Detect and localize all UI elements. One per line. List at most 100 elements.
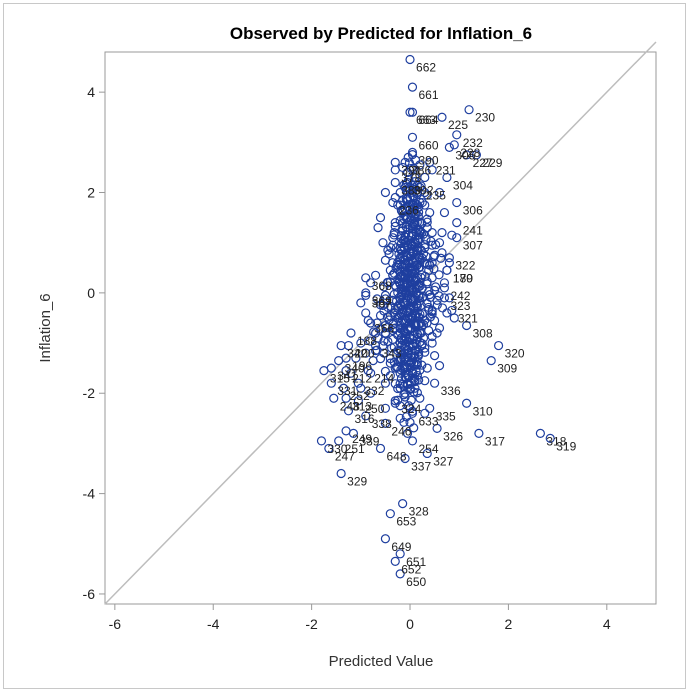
data-point	[401, 373, 411, 383]
data-point	[407, 436, 418, 446]
data-point	[385, 509, 395, 519]
data-point	[486, 356, 496, 366]
data-point	[427, 338, 437, 348]
data-point	[380, 403, 391, 413]
data-point	[412, 273, 422, 283]
data-point	[370, 328, 381, 338]
point-label: 366	[374, 321, 394, 335]
data-point	[341, 353, 351, 363]
data-point	[336, 468, 346, 479]
point-label: 660	[418, 138, 438, 152]
data-point	[444, 142, 454, 152]
data-point	[395, 569, 405, 579]
point-label: 389	[401, 183, 421, 197]
data-point	[442, 265, 452, 275]
data-point	[398, 499, 408, 509]
data-point	[356, 338, 366, 348]
data-point	[390, 556, 400, 566]
data-point	[437, 112, 447, 122]
point-label: 329	[347, 475, 367, 489]
point-label: 369	[372, 294, 392, 308]
data-point	[361, 273, 371, 283]
point-label: 242	[450, 289, 470, 303]
data-point	[388, 197, 398, 208]
data-point	[415, 182, 425, 193]
data-point	[425, 403, 435, 413]
data-point	[412, 245, 422, 255]
data-point	[426, 236, 436, 246]
point-label: 336	[441, 384, 461, 398]
data-point	[425, 290, 435, 300]
data-point	[420, 200, 430, 210]
point-label: 664	[418, 113, 438, 127]
data-point	[434, 270, 444, 280]
data-point	[390, 363, 400, 373]
data-point	[370, 270, 381, 280]
data-point	[339, 383, 349, 393]
data-point	[405, 54, 415, 65]
data-point	[390, 396, 400, 406]
data-point	[414, 263, 424, 273]
data-point	[341, 393, 351, 403]
chart-title: Observed by Predicted for Inflation_6	[230, 24, 532, 43]
data-point	[422, 448, 432, 459]
y-tick-label: -2	[83, 385, 96, 401]
point-label: 200	[355, 347, 375, 361]
data-point	[461, 398, 472, 408]
data-point	[427, 228, 437, 238]
data-point	[391, 362, 402, 372]
data-point	[409, 180, 419, 190]
data-point	[390, 177, 400, 188]
data-point	[425, 157, 435, 167]
point-label: 227	[473, 156, 493, 170]
data-point	[415, 365, 425, 375]
data-point	[415, 262, 425, 272]
data-point	[380, 378, 391, 388]
data-point	[351, 353, 361, 363]
data-point	[415, 197, 425, 207]
data-point	[424, 325, 434, 336]
data-point	[375, 213, 386, 223]
point-label: 231	[436, 163, 456, 177]
data-point	[405, 107, 415, 117]
data-point	[388, 319, 398, 330]
point-label: 212	[352, 372, 372, 386]
y-tick-label: 4	[87, 84, 95, 100]
point-label: 232	[463, 136, 483, 150]
point-label: 229	[482, 156, 502, 170]
x-tick-label: -6	[109, 616, 122, 632]
point-label: 341	[337, 369, 357, 383]
point-label: 235	[426, 188, 446, 202]
point-label: 326	[443, 429, 463, 443]
data-point	[422, 277, 432, 287]
data-point	[407, 147, 418, 157]
point-label: 652	[401, 562, 421, 576]
data-point	[415, 309, 425, 319]
point-label: 337	[411, 459, 431, 473]
data-point	[415, 281, 425, 291]
y-axis-label: Inflation_6	[37, 293, 54, 362]
point-label: 391	[401, 163, 421, 177]
data-point	[535, 428, 545, 438]
point-label: 662	[416, 61, 436, 75]
data-point	[434, 291, 444, 301]
point-label: 251	[345, 442, 365, 456]
data-point	[384, 249, 394, 259]
data-point	[407, 107, 418, 117]
point-label: 340	[345, 362, 365, 376]
data-point	[400, 388, 410, 398]
data-point	[380, 290, 391, 300]
data-point	[430, 351, 440, 361]
point-label: 308	[473, 326, 493, 340]
data-point	[375, 354, 386, 364]
point-label: 248	[340, 399, 360, 413]
point-label: 313	[352, 399, 372, 413]
data-point	[432, 423, 442, 433]
data-point	[415, 225, 425, 235]
point-label: 214	[374, 372, 394, 386]
point-label: 230	[475, 111, 495, 125]
point-label: 319	[556, 439, 576, 453]
data-point	[395, 549, 405, 559]
data-point	[395, 413, 405, 423]
data-point	[348, 428, 359, 438]
